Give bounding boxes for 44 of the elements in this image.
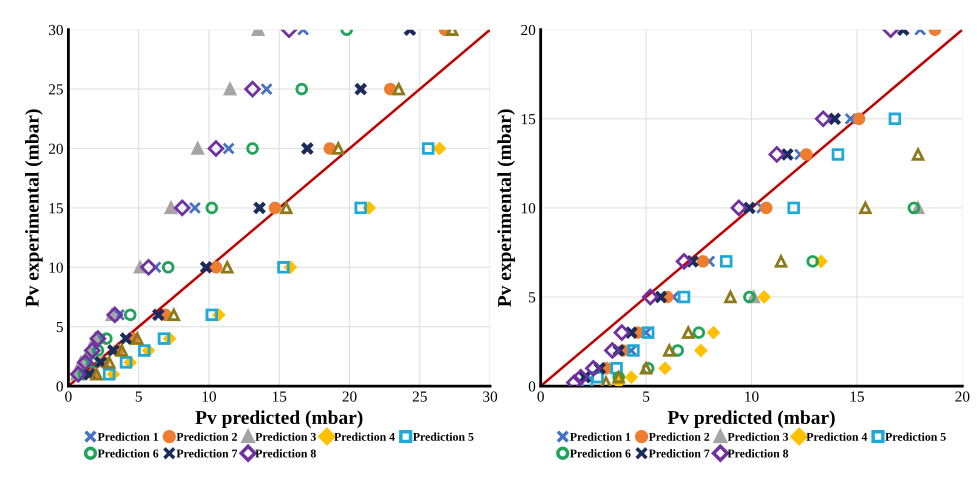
- x-tick-label: 5: [136, 392, 142, 402]
- legend-label: Prediction 8: [728, 449, 788, 458]
- legend-label: Prediction 2: [648, 432, 710, 441]
- x-tick-label: 20: [342, 391, 357, 402]
- legend-label: Prediction 3: [728, 432, 788, 441]
- legend-label: Prediction 7: [176, 449, 238, 458]
- y-tick-label: 15: [522, 114, 536, 124]
- y-tick-label: 10: [50, 262, 63, 273]
- x-tick-label: 15: [272, 391, 286, 402]
- x-tick-label: 20: [955, 391, 970, 402]
- legend-label: Prediction 6: [98, 449, 158, 458]
- y-tick-label: 30: [48, 24, 63, 36]
- legend-label: Prediction 1: [570, 432, 630, 441]
- x-tick-label: 0: [65, 391, 72, 402]
- y-axis-title: Pv experimental (mbar): [25, 109, 43, 307]
- x-axis-title: Pv predicted (mbar): [668, 410, 835, 428]
- x-tick-label: 5: [643, 392, 650, 402]
- legend-label: Prediction 6: [570, 449, 631, 458]
- y-tick-label: 20: [521, 24, 536, 36]
- y-tick-label: 15: [50, 203, 63, 214]
- y-tick-label: 20: [48, 144, 63, 154]
- y-tick-label: 5: [529, 292, 536, 302]
- legend-label: Prediction 4: [334, 432, 395, 441]
- legend-label: Prediction 1: [98, 432, 158, 441]
- y-tick-label: 0: [528, 381, 536, 392]
- legend-label: Prediction 4: [806, 432, 868, 441]
- x-tick-label: 10: [202, 391, 216, 402]
- legend-label: Prediction 3: [255, 432, 316, 441]
- y-tick-label: 5: [56, 322, 63, 332]
- y-tick-label: 25: [48, 84, 63, 95]
- y-tick-label: 0: [56, 381, 63, 392]
- x-axis-title: Pv predicted (mbar): [195, 410, 362, 428]
- legend-label: Prediction 8: [255, 449, 316, 458]
- x-tick-label: 0: [537, 391, 544, 402]
- y-axis-title: Pv experimental (mbar): [497, 109, 515, 307]
- legend-label: Prediction 5: [885, 432, 946, 441]
- x-tick-label: 30: [483, 391, 498, 402]
- x-tick-label: 25: [412, 391, 427, 402]
- y-tick-label: 10: [522, 203, 536, 214]
- x-tick-label: 10: [745, 391, 759, 402]
- legend-label: Prediction 7: [648, 449, 710, 458]
- legend-label: Prediction 2: [176, 432, 237, 441]
- x-tick-label: 15: [850, 391, 864, 402]
- legend-label: Prediction 5: [412, 432, 474, 441]
